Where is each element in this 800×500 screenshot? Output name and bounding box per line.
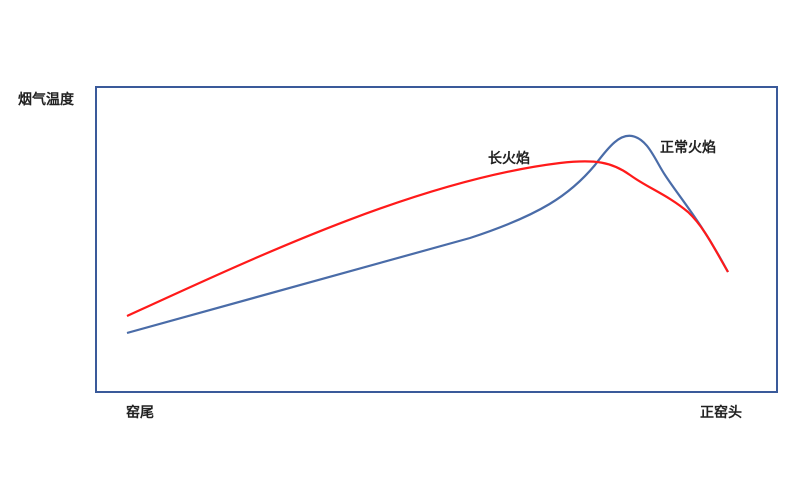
x-start-label: 窑尾: [126, 405, 154, 421]
x-end-label: 正窑头: [700, 405, 742, 421]
normal-flame-curve: [126, 134, 729, 335]
long-flame-label: 长火焰: [488, 151, 530, 167]
plot-frame: [95, 86, 778, 393]
long-flame-curve: [126, 160, 729, 317]
y-axis-label: 烟气温度: [18, 92, 74, 108]
normal-flame-label: 正常火焰: [660, 140, 716, 156]
